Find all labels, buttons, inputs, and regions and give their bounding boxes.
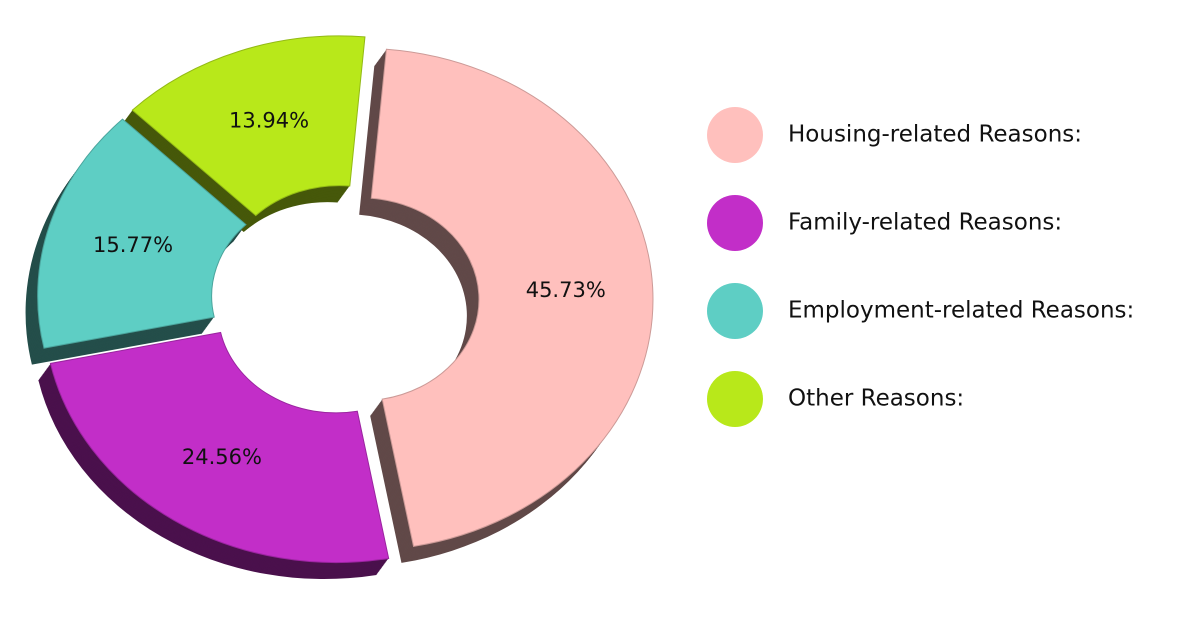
legend-swatch: [707, 371, 763, 427]
legend-item: Housing-related Reasons:: [707, 107, 1082, 163]
legend-label: Other Reasons:: [788, 386, 964, 412]
slice-label: 45.73%: [526, 278, 606, 302]
legend-item: Employment-related Reasons:: [707, 283, 1134, 339]
legend-swatch: [707, 283, 763, 339]
slice: [131, 35, 366, 217]
slice: [37, 118, 247, 349]
legend-label: Employment-related Reasons:: [788, 298, 1134, 324]
slice: [370, 48, 654, 547]
slice-label: 24.56%: [182, 445, 262, 469]
slice-label: 13.94%: [229, 109, 309, 133]
legend-swatch: [707, 107, 763, 163]
slice: [49, 331, 390, 564]
legend-label: Family-related Reasons:: [788, 210, 1062, 236]
legend-label: Housing-related Reasons:: [788, 122, 1082, 148]
slice-label: 15.77%: [93, 233, 173, 257]
legend-swatch: [707, 195, 763, 251]
legend-item: Other Reasons:: [707, 371, 964, 427]
legend-item: Family-related Reasons:: [707, 195, 1062, 251]
